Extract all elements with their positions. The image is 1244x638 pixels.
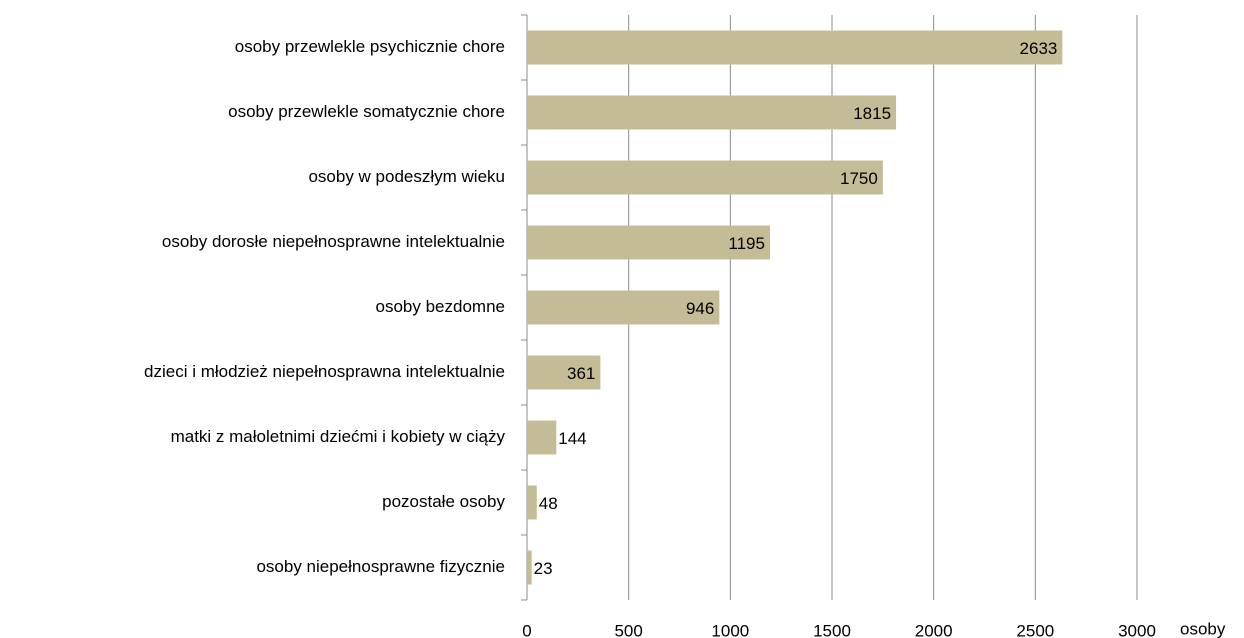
bar — [527, 355, 601, 390]
y-tick-label: osoby bezdomne — [376, 297, 505, 316]
y-tick-label: pozostałe osoby — [382, 492, 505, 511]
data-label: 361 — [567, 364, 595, 383]
x-tick-label: 3000 — [1118, 621, 1156, 638]
bar — [527, 225, 770, 260]
y-tick-label: osoby dorosłe niepełnosprawne intelektua… — [162, 232, 505, 251]
x-tick-label: 2500 — [1016, 621, 1054, 638]
data-label: 48 — [539, 494, 558, 513]
y-tick-label: osoby przewlekle somatycznie chore — [228, 102, 505, 121]
x-tick-label: 2000 — [915, 621, 953, 638]
bar — [527, 485, 537, 520]
y-tick-label: osoby przewlekle psychicznie chore — [235, 37, 505, 56]
x-tick-label: 1000 — [711, 621, 749, 638]
data-label: 23 — [534, 559, 553, 578]
y-tick-label: dzieci i młodzież niepełnosprawna intele… — [144, 362, 505, 381]
y-tick-label: matki z małoletnimi dziećmi i kobiety w … — [171, 427, 506, 446]
x-tick-label: 1500 — [813, 621, 851, 638]
data-label: 946 — [686, 299, 714, 318]
data-label: 1195 — [728, 234, 765, 253]
x-axis-label: osoby — [1180, 619, 1226, 638]
data-label: 1815 — [853, 104, 891, 123]
data-label: 1750 — [840, 169, 878, 188]
data-label: 2633 — [1020, 39, 1058, 58]
bar — [527, 420, 557, 455]
data-label: 144 — [558, 429, 586, 448]
bar — [527, 290, 720, 325]
bar — [527, 550, 532, 585]
x-tick-label: 500 — [614, 621, 642, 638]
x-tick-label: 0 — [522, 621, 531, 638]
bar — [527, 160, 883, 195]
y-tick-label: osoby niepełnosprawne fizycznie — [256, 557, 505, 576]
y-tick-label: osoby w podeszłym wieku — [308, 167, 505, 186]
bar — [527, 30, 1063, 65]
bar — [527, 95, 897, 130]
